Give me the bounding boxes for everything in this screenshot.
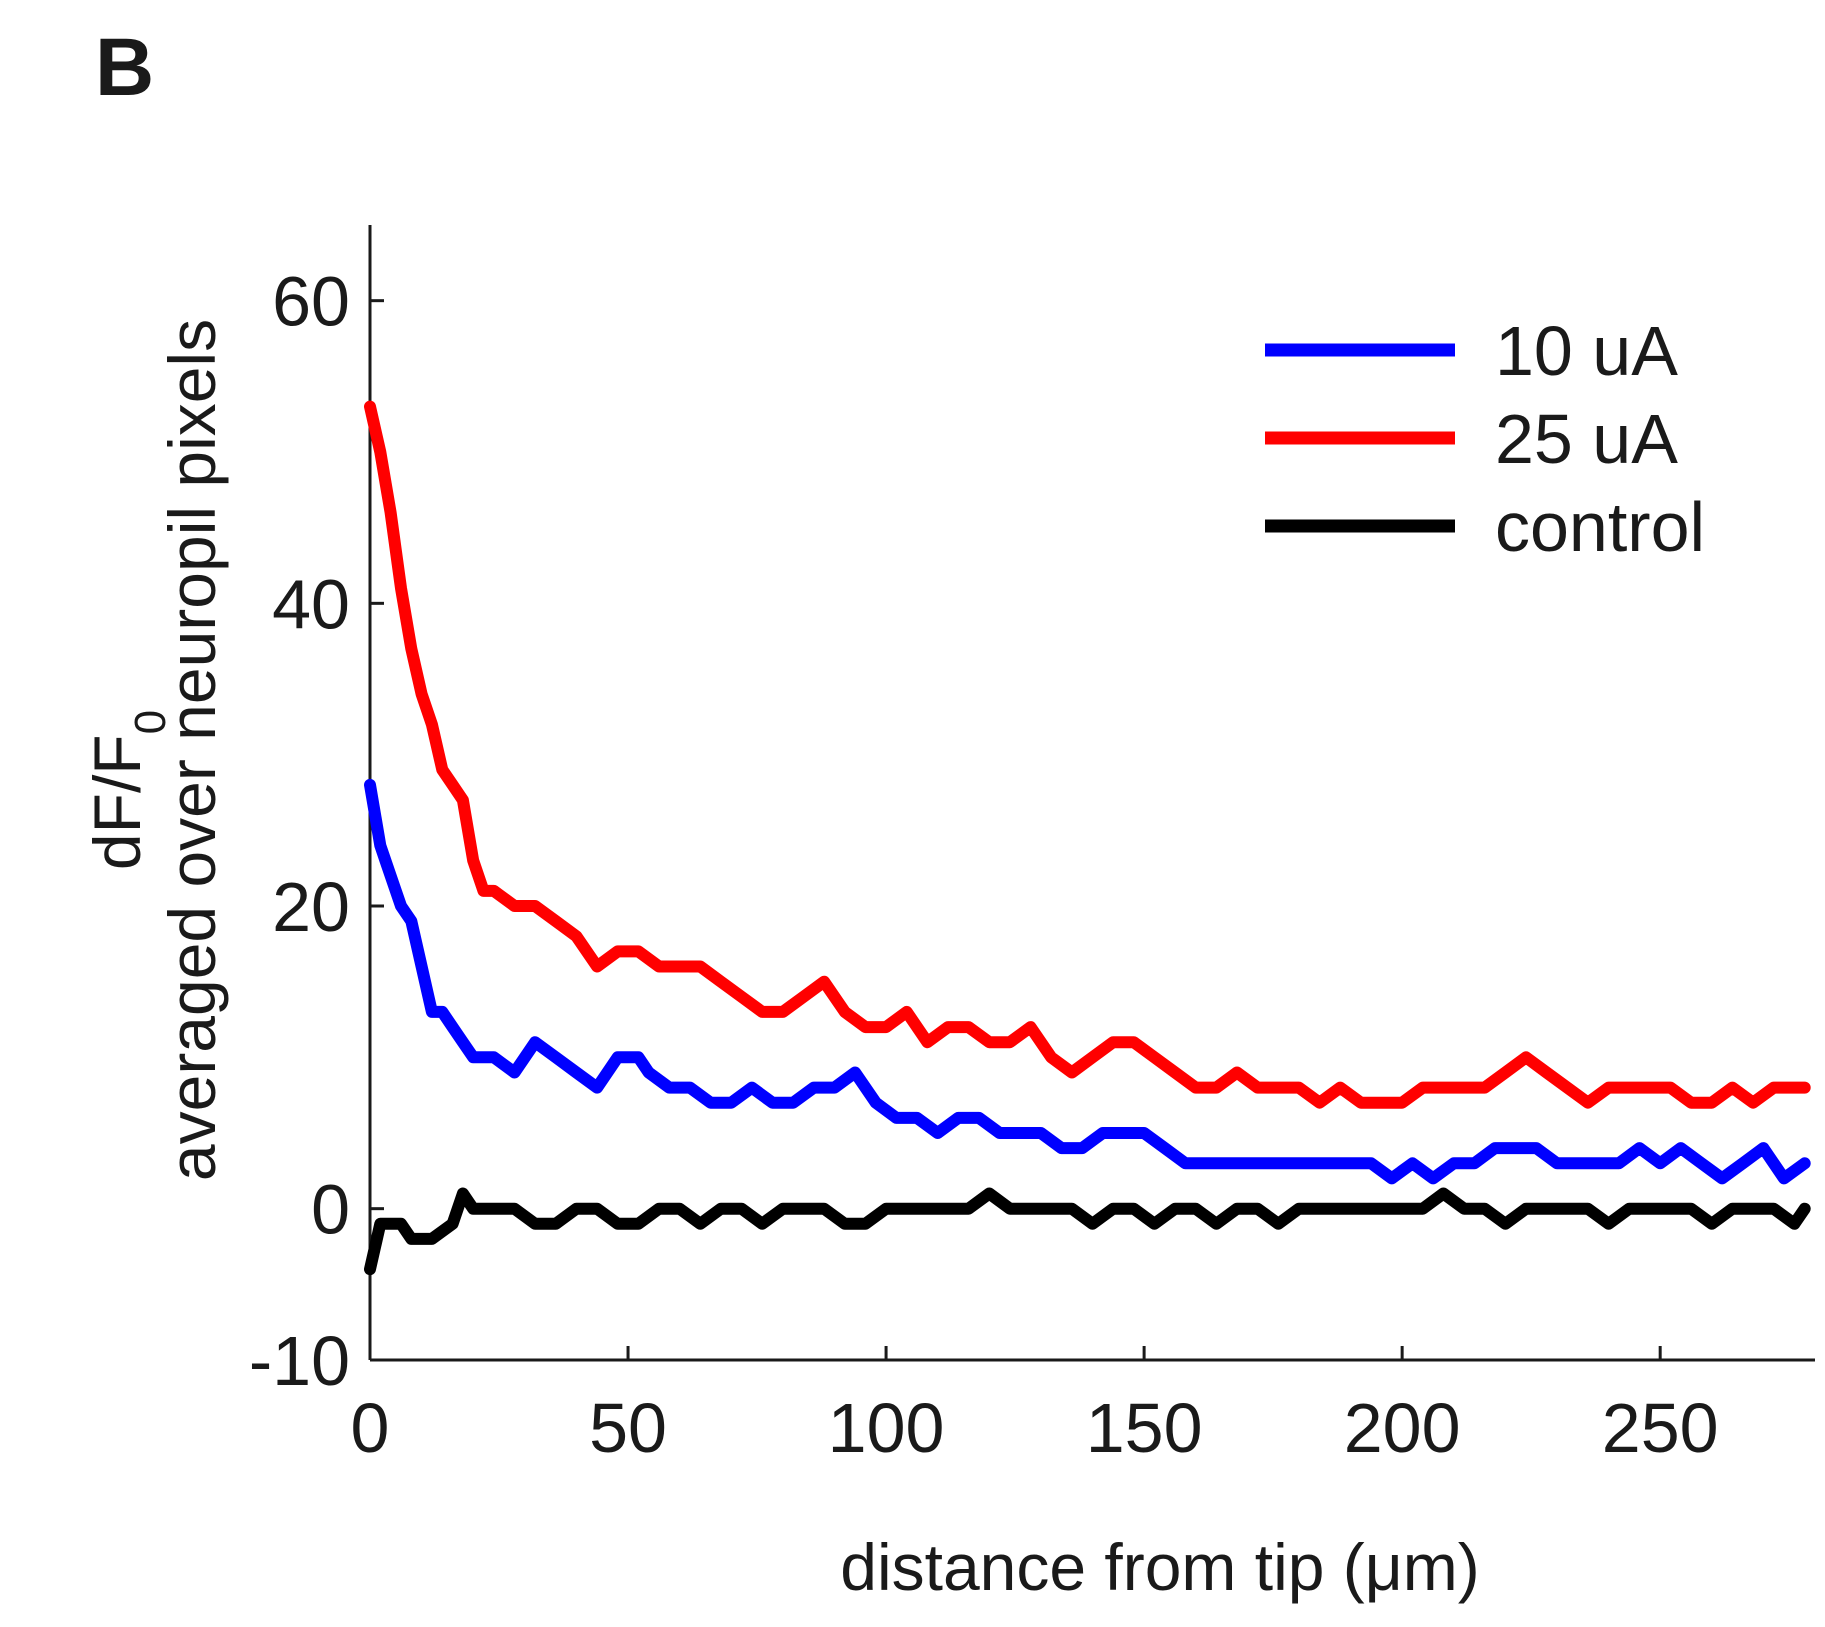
legend-label: 25 uA: [1495, 400, 1678, 478]
x-tick-label: 50: [589, 1389, 667, 1467]
series-line-control: [364, 1187, 1811, 1276]
x-tick-label: 0: [351, 1389, 390, 1467]
series-line-25-ua: [364, 400, 1811, 1109]
x-axis-ticks: 0 50 100 150 200 250: [351, 1346, 1719, 1467]
y-axis-label-line2: averaged over neuropil pixels: [155, 319, 229, 1181]
y-axis-ticks: -10 0 20 40 60: [249, 263, 384, 1400]
y-axis-label-subscript: 0: [126, 710, 175, 734]
legend-label: 10 uA: [1495, 312, 1678, 390]
legend-label: control: [1495, 488, 1705, 566]
y-tick-label: 0: [311, 1171, 350, 1249]
legend: 10 uA 25 uA control: [1265, 312, 1705, 566]
y-axis-label-line1: dF/F0: [80, 710, 175, 870]
x-tick-label: 200: [1344, 1389, 1461, 1467]
x-tick-label: 250: [1602, 1389, 1719, 1467]
panel-letter: B: [95, 22, 154, 113]
y-tick-label: -10: [249, 1322, 350, 1400]
y-tick-label: 40: [272, 565, 350, 643]
y-tick-label: 20: [272, 868, 350, 946]
series-line-10-ua: [364, 778, 1811, 1185]
x-axis-label: distance from tip (μm): [840, 1530, 1480, 1604]
x-tick-label: 150: [1086, 1389, 1203, 1467]
y-tick-label: 60: [272, 263, 350, 341]
x-tick-label: 100: [828, 1389, 945, 1467]
series-group: [364, 400, 1811, 1276]
y-axis-label-main: dF/F: [80, 734, 154, 870]
y-axis-label: dF/F0 averaged over neuropil pixels: [80, 319, 229, 1181]
axes: [368, 225, 1815, 1362]
